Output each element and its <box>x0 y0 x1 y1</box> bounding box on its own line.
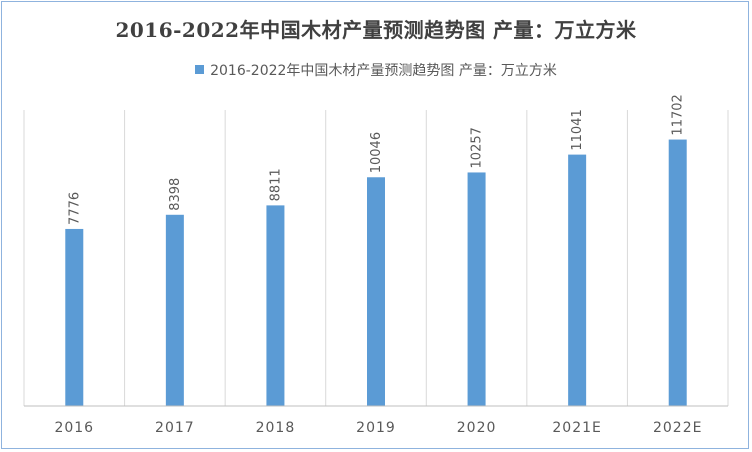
bar <box>165 214 184 406</box>
x-tick-label: 2021E <box>552 420 601 436</box>
x-tick-label: 2022E <box>653 420 702 436</box>
chart-legend: 2016-2022年中国木材产量预测趋势图 产量：万立方米 <box>0 60 752 80</box>
data-label: 11702 <box>671 94 686 135</box>
data-label: 10257 <box>470 127 485 168</box>
x-tick-label: 2017 <box>155 420 195 436</box>
x-tick-label: 2016 <box>54 420 94 436</box>
bar <box>467 172 486 406</box>
x-tick-label: 2019 <box>356 420 396 436</box>
legend-swatch <box>195 65 205 74</box>
x-tick-label: 2018 <box>256 420 296 436</box>
bar <box>266 205 285 406</box>
legend-label: 2016-2022年中国木材产量预测趋势图 产量：万立方米 <box>210 63 557 79</box>
chart-title: 2016-2022年中国木材产量预测趋势图 产量：万立方米 <box>115 18 637 42</box>
bar <box>668 139 687 407</box>
data-label: 8811 <box>268 168 283 201</box>
bar <box>65 228 84 406</box>
data-label: 8398 <box>168 178 183 211</box>
data-label: 11041 <box>570 109 585 150</box>
data-label: 7776 <box>67 192 82 225</box>
data-label: 10046 <box>369 132 384 173</box>
x-tick-label: 2020 <box>457 420 497 436</box>
bar <box>568 154 587 406</box>
bar <box>367 177 385 406</box>
